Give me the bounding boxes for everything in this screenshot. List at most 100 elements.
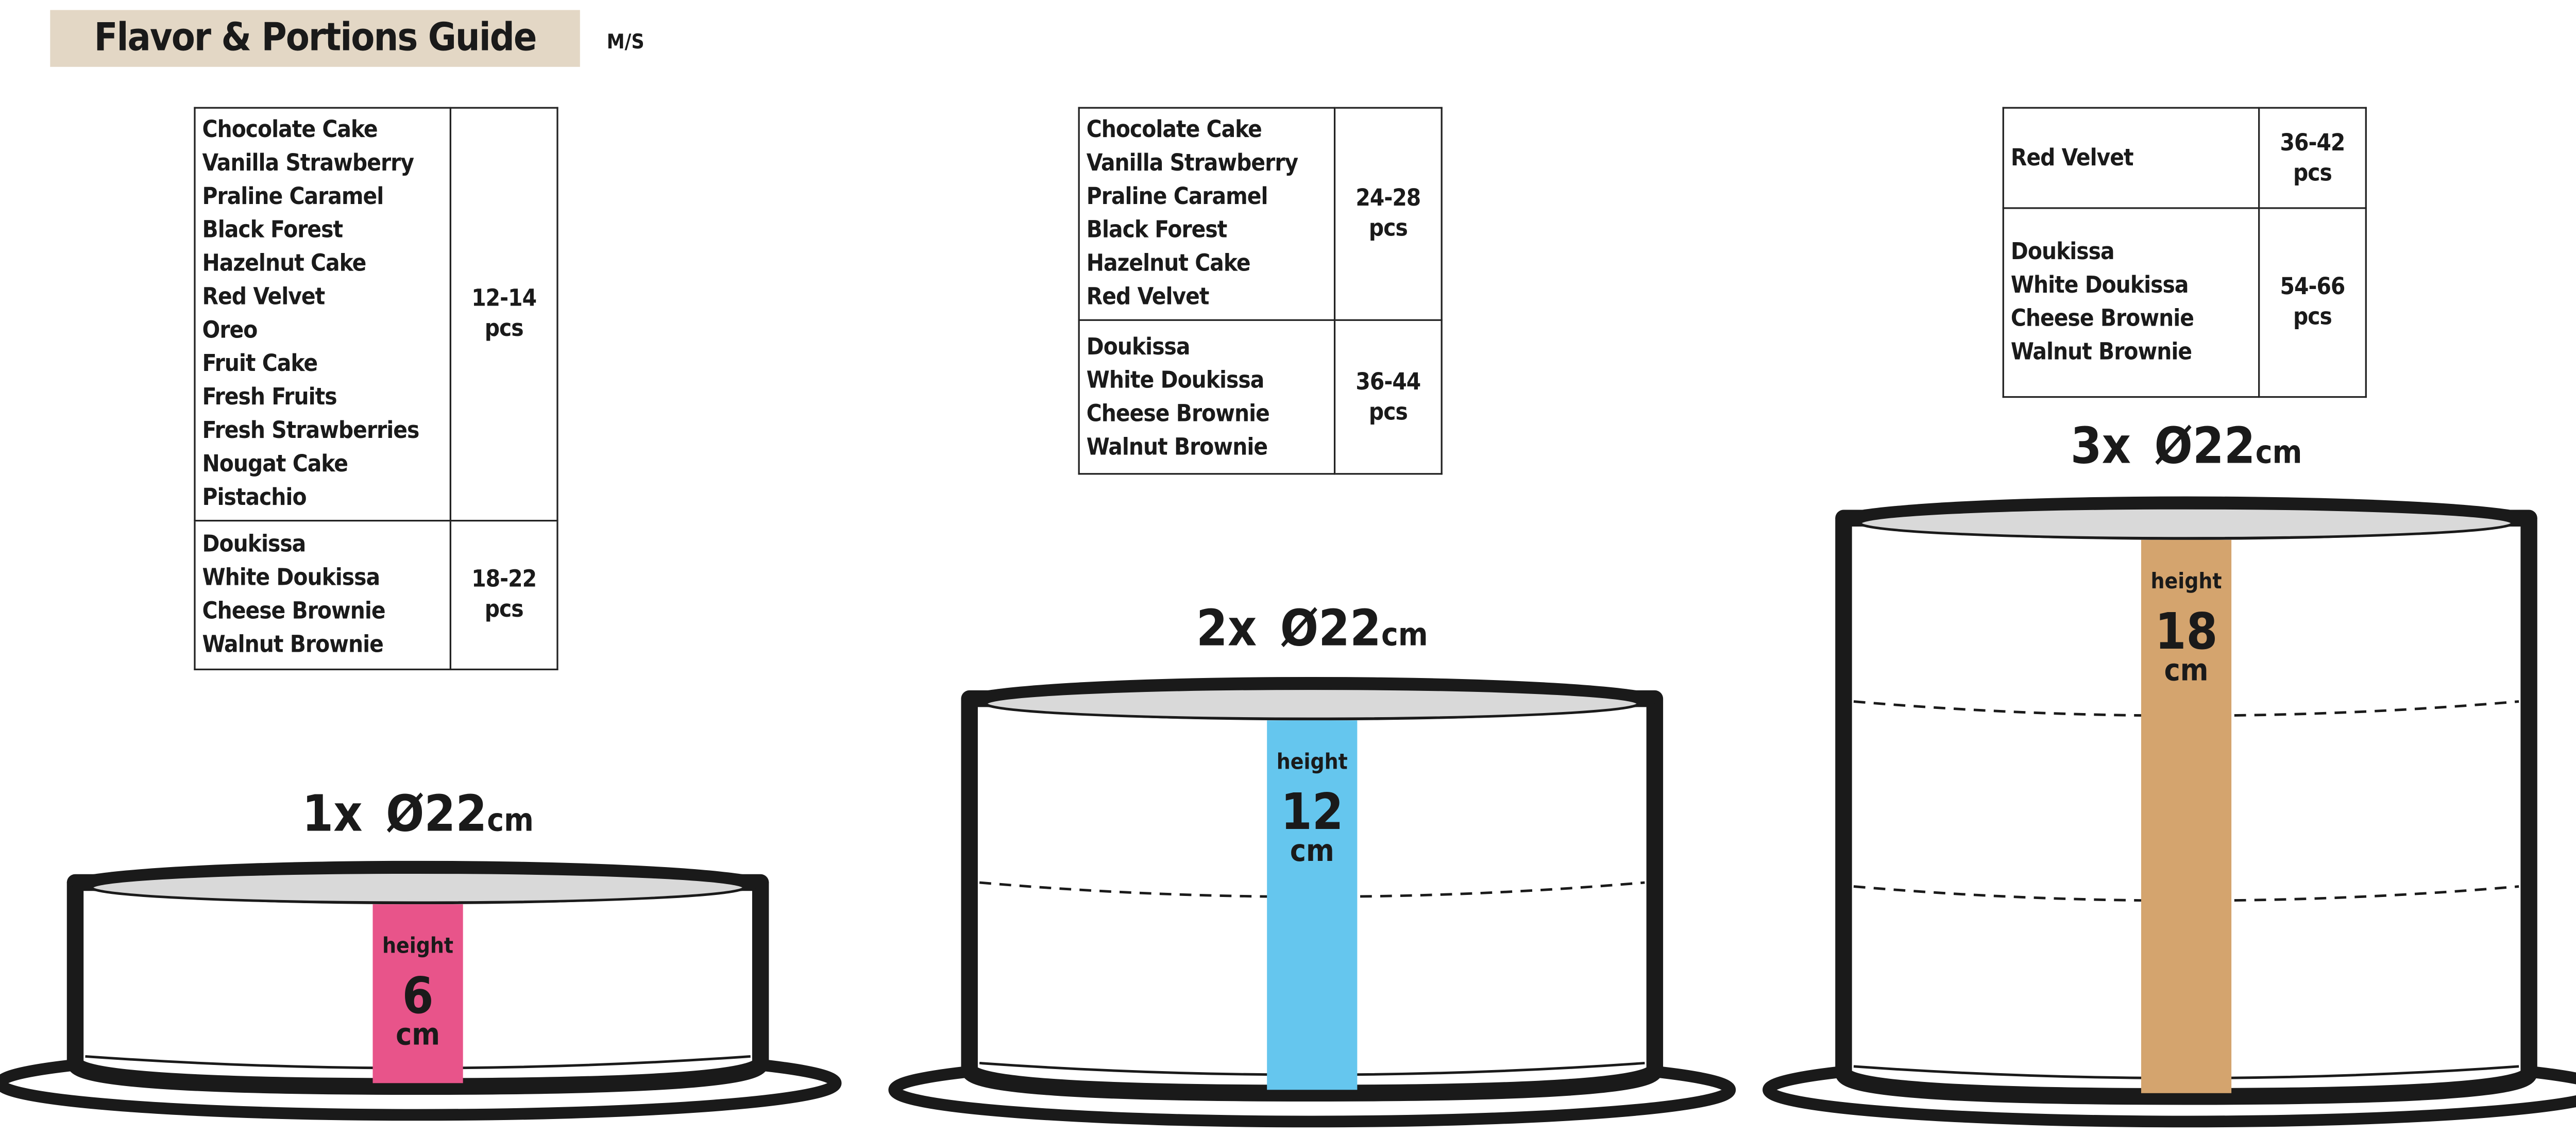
layer-divider <box>1853 885 2519 902</box>
cake-top <box>1859 506 2514 540</box>
flavor-item: Chocolate Cake <box>202 117 378 144</box>
flavor-item: White Doukissa <box>2010 272 2189 299</box>
portion-cell: 36-42 pcs <box>2258 107 2367 209</box>
tier-count: 1x <box>302 784 362 842</box>
flavor-item: Fresh Strawberries <box>202 418 420 445</box>
height-unit: cm <box>396 1017 440 1052</box>
size-label: 1x Ø22cm <box>302 784 534 842</box>
height-unit: cm <box>2164 652 2209 687</box>
diameter-unit: cm <box>487 801 534 838</box>
height-label: height <box>2151 568 2222 594</box>
flavor-item: Red Velvet <box>2010 144 2134 172</box>
flavor-item: Praline Caramel <box>202 183 384 211</box>
flavor-item: Chocolate Cake <box>1086 117 1262 144</box>
diameter: Ø22 <box>1280 599 1381 657</box>
diameter-unit: cm <box>1381 616 1428 653</box>
page-title: Flavor & Portions Guide <box>94 16 537 60</box>
flavor-table-3: Red Velvet 36-42 pcs Doukissa White Doukissa… <box>2002 107 2367 398</box>
flavor-item: Fruit Cake <box>202 351 318 378</box>
table-row: Doukissa White Doukissa Cheese Brownie Waln… <box>1078 319 1443 475</box>
portion-unit: pcs <box>2293 159 2332 187</box>
height-label: height <box>1277 749 1348 774</box>
flavor-list: Doukissa White Doukissa Cheese Brownie Waln… <box>194 519 451 670</box>
portion-cell: 36-44 pcs <box>1333 319 1443 475</box>
diameter-unit: cm <box>2256 434 2302 471</box>
flavor-item: Black Forest <box>1086 217 1228 244</box>
size-subtitle: M/S <box>606 30 645 54</box>
flavor-item: Vanilla Strawberry <box>1086 150 1298 177</box>
flavor-list: Red Velvet <box>2002 107 2260 209</box>
cake-top <box>91 871 745 904</box>
height-bar <box>372 904 463 1083</box>
flavor-item: Walnut Brownie <box>202 632 384 659</box>
table-row: Doukissa White Doukissa Cheese Brownie Waln… <box>194 519 558 670</box>
flavor-table-2: Chocolate Cake Vanilla Strawberry Praline … <box>1078 107 1443 475</box>
portion-unit: pcs <box>1368 398 1408 426</box>
portion-cell: 24-28 pcs <box>1333 107 1443 321</box>
flavor-item: Praline Caramel <box>1086 183 1268 211</box>
height-bar <box>2141 539 2232 1093</box>
portion-unit: pcs <box>484 597 524 624</box>
height-value: 12 <box>1281 783 1344 841</box>
portion-unit: pcs <box>484 316 524 343</box>
flavor-item: Doukissa <box>1086 333 1191 361</box>
tier-count: 3x <box>2071 417 2131 475</box>
height-value: 18 <box>2155 602 2218 660</box>
flavor-item: Hazelnut Cake <box>1086 250 1251 278</box>
height-label: height <box>382 933 453 958</box>
flavor-item: Hazelnut Cake <box>202 250 367 278</box>
flavor-item: Fresh Fruits <box>202 384 337 412</box>
flavor-item: Vanilla Strawberry <box>202 150 414 177</box>
flavor-item: Cheese Brownie <box>2010 306 2194 333</box>
flavor-table-1: Chocolate Cake Vanilla Strawberry Praline … <box>194 107 558 670</box>
portion-range: 18-22 <box>471 566 537 594</box>
flavor-item: Oreo <box>202 317 258 345</box>
size-label: 3x Ø22cm <box>2071 417 2302 475</box>
table-row: Chocolate Cake Vanilla Strawberry Praline … <box>1078 107 1443 321</box>
portion-unit: pcs <box>2293 304 2332 331</box>
title-banner: Flavor & Portions Guide <box>50 10 580 67</box>
flavor-list: Doukissa White Doukissa Cheese Brownie Waln… <box>2002 207 2260 398</box>
layer-divider <box>1853 700 2519 717</box>
table-row: Chocolate Cake Vanilla Strawberry Praline … <box>194 107 558 522</box>
height-bar <box>1267 720 1358 1090</box>
flavor-item: Walnut Brownie <box>1086 433 1268 461</box>
flavor-item: Doukissa <box>202 531 307 558</box>
cake-top <box>985 687 1639 720</box>
flavor-item: Walnut Brownie <box>2010 339 2192 366</box>
diameter: Ø22 <box>2154 417 2255 475</box>
table-row: Doukissa White Doukissa Cheese Brownie Waln… <box>2002 207 2367 398</box>
portion-range: 36-42 <box>2280 129 2346 157</box>
flavor-item: Cheese Brownie <box>1086 400 1270 427</box>
table-row: Red Velvet 36-42 pcs <box>2002 107 2367 209</box>
portion-cell: 12-14 pcs <box>449 107 558 522</box>
portion-range: 12-14 <box>471 285 537 313</box>
portion-unit: pcs <box>1368 215 1408 243</box>
portion-cell: 54-66 pcs <box>2258 207 2367 398</box>
flavor-item: Doukissa <box>2010 239 2115 266</box>
flavor-item: Cheese Brownie <box>202 598 386 625</box>
diameter: Ø22 <box>386 784 487 842</box>
flavor-list: Chocolate Cake Vanilla Strawberry Praline … <box>194 107 451 522</box>
height-value: 6 <box>402 967 434 1025</box>
flavor-item: White Doukissa <box>1086 367 1265 394</box>
size-label: 2x Ø22cm <box>1196 599 1428 657</box>
flavor-item: Nougat Cake <box>202 451 348 478</box>
flavor-item: White Doukissa <box>202 565 381 592</box>
portion-range: 36-44 <box>1355 368 1421 396</box>
portion-range: 24-28 <box>1355 185 1421 213</box>
flavor-item: Red Velvet <box>202 284 326 311</box>
layer-divider <box>979 881 1645 899</box>
flavor-list: Chocolate Cake Vanilla Strawberry Praline … <box>1078 107 1336 321</box>
flavor-item: Pistachio <box>202 484 307 512</box>
portion-range: 54-66 <box>2280 274 2346 301</box>
portion-cell: 18-22 pcs <box>449 519 558 670</box>
flavor-item: Black Forest <box>202 217 344 244</box>
height-unit: cm <box>1290 833 1334 868</box>
flavor-item: Red Velvet <box>1086 284 1210 311</box>
